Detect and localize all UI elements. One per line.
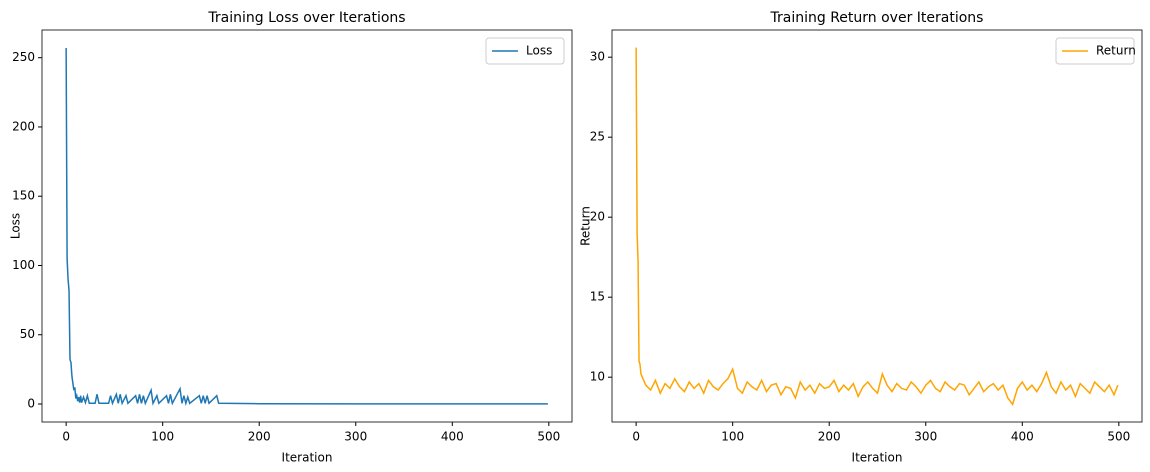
y-tick-label: 25 — [590, 130, 605, 144]
x-tick-label: 400 — [1011, 430, 1034, 444]
subplot: 0 100 200 300 400 500 10 15 20 25 30 Training Retur… — [579, 10, 1143, 465]
x-tick-label: 0 — [62, 430, 70, 444]
x-tick-label: 0 — [632, 430, 640, 444]
x-axis-label: Iteration — [282, 451, 333, 465]
y-tick-label: 15 — [590, 290, 605, 304]
legend-box — [1055, 37, 1135, 65]
x-tick-label: 200 — [248, 430, 271, 444]
y-tick-label: 10 — [590, 370, 605, 384]
x-tick-label: 100 — [151, 430, 174, 444]
plot-area — [611, 29, 1143, 423]
legend-label: Return — [1096, 44, 1136, 58]
subplot: 0 100 200 300 400 500 0 50 100 150 200 250 Training … — [9, 10, 573, 465]
chart-title: Training Return over Iterations — [770, 10, 984, 26]
legend-box — [485, 37, 565, 65]
x-tick-label: 200 — [818, 430, 841, 444]
x-tick-label: 500 — [537, 430, 560, 444]
y-tick-label: 200 — [12, 119, 35, 133]
y-tick-label: 100 — [12, 258, 35, 272]
y-axis-label: Loss — [9, 213, 23, 239]
chart-title: Training Loss over Iterations — [207, 10, 405, 26]
y-tick-label: 20 — [590, 210, 605, 224]
y-axis-label: Return — [579, 206, 593, 246]
x-tick-label: 100 — [721, 430, 744, 444]
y-tick-label: 0 — [27, 396, 35, 410]
data-line — [635, 47, 1119, 407]
x-tick-label: 400 — [441, 430, 464, 444]
data-line — [65, 48, 548, 407]
x-tick-label: 300 — [344, 430, 367, 444]
y-tick-label: 150 — [12, 189, 35, 203]
y-tick-label: 50 — [20, 327, 35, 341]
plot-area — [41, 29, 573, 423]
x-tick-label: 300 — [914, 430, 937, 444]
legend-label: Loss — [526, 44, 552, 58]
x-axis-label: Iteration — [852, 451, 903, 465]
y-tick-label: 250 — [12, 50, 35, 64]
y-tick-label: 30 — [590, 50, 605, 64]
x-tick-label: 500 — [1107, 430, 1130, 444]
